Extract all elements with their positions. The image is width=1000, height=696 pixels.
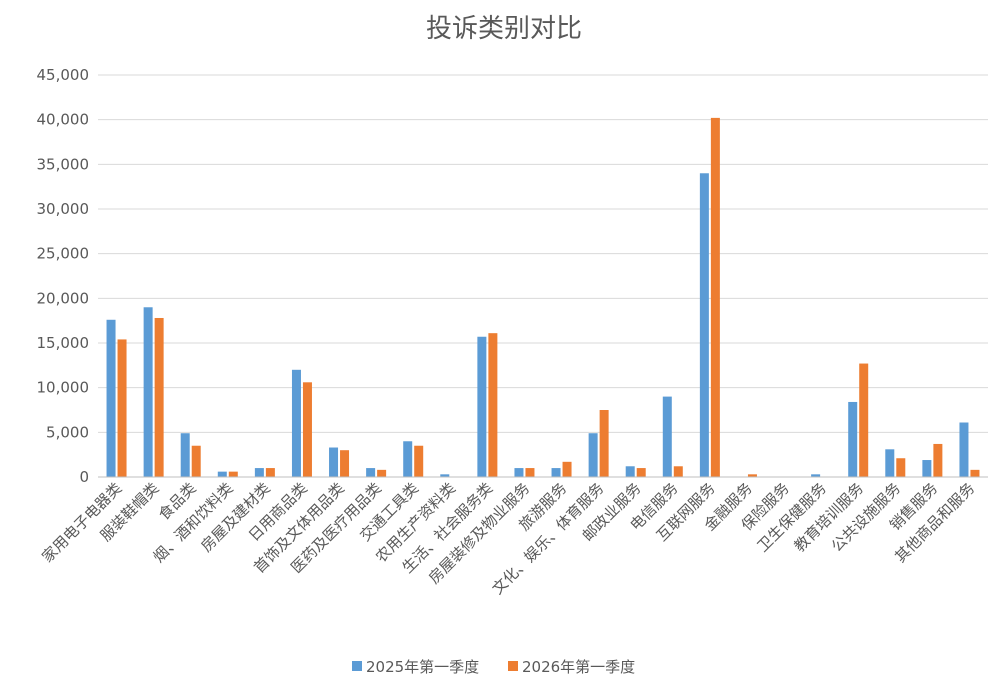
bar-series-1 xyxy=(329,447,339,477)
legend-label: 2025年第一季度 xyxy=(366,658,479,676)
bar-series-2 xyxy=(896,458,906,477)
bar-series-1 xyxy=(106,319,116,477)
bar-series-2 xyxy=(340,450,350,477)
bar-series-1 xyxy=(848,401,858,477)
bar-series-2 xyxy=(970,469,980,477)
bar-series-2 xyxy=(747,474,757,477)
bar-series-1 xyxy=(625,466,635,477)
legend: 2025年第一季度 2026年第一季度 xyxy=(352,658,635,676)
bar-series-2 xyxy=(673,466,683,477)
bar-series-1 xyxy=(440,474,450,477)
x-axis-ticks: 家用电子电器类服装鞋帽类食品类烟、酒和饮料类房屋及建材类日用商品类首饰及文体用品… xyxy=(38,479,978,598)
bar-series-2 xyxy=(265,468,275,477)
y-tick-label: 10,000 xyxy=(37,379,90,397)
legend-swatch xyxy=(352,661,362,671)
bar-series-2 xyxy=(562,461,572,477)
bar-series-2 xyxy=(228,471,238,477)
y-tick-label: 20,000 xyxy=(37,289,90,307)
y-tick-label: 30,000 xyxy=(37,200,90,218)
y-tick-label: 45,000 xyxy=(37,66,90,84)
y-tick-label: 40,000 xyxy=(37,111,90,129)
y-tick-label: 0 xyxy=(79,468,89,486)
bar-series-1 xyxy=(514,468,524,477)
bar-series-1 xyxy=(699,173,709,477)
legend-swatch xyxy=(508,661,518,671)
bar-series-2 xyxy=(488,333,498,477)
bar-series-2 xyxy=(859,363,869,477)
bar-series-2 xyxy=(117,339,127,477)
y-tick-label: 5,000 xyxy=(46,423,89,441)
bar-series-1 xyxy=(811,474,821,477)
bar-series-1 xyxy=(180,433,190,477)
bar-series-2 xyxy=(414,445,424,477)
bar-series-1 xyxy=(551,468,561,477)
bar-series-1 xyxy=(403,441,413,477)
bar-series-1 xyxy=(662,396,672,477)
y-axis-ticks: 0 5,000 10,000 15,000 20,000 25,000 30,000 35,0… xyxy=(37,66,90,486)
bar-series-2 xyxy=(377,469,387,477)
bar-series-1 xyxy=(366,468,376,477)
bar-series-2 xyxy=(636,468,646,477)
bar-series-2 xyxy=(191,445,201,477)
bar-series-1 xyxy=(143,307,153,477)
bars xyxy=(106,117,980,477)
bar-series-2 xyxy=(154,317,164,477)
legend-label: 2026年第一季度 xyxy=(522,658,635,676)
bar-series-1 xyxy=(588,433,598,477)
gridlines xyxy=(98,74,988,433)
bar-series-1 xyxy=(477,336,487,477)
y-tick-label: 35,000 xyxy=(37,155,90,173)
bar-series-1 xyxy=(922,460,932,477)
bar-series-2 xyxy=(302,382,312,477)
bar-series-2 xyxy=(710,117,720,477)
bar-series-2 xyxy=(933,443,943,477)
bar-series-2 xyxy=(525,468,535,477)
bar-series-1 xyxy=(885,449,895,477)
y-tick-label: 25,000 xyxy=(37,245,90,263)
bar-series-1 xyxy=(254,468,264,477)
bar-series-1 xyxy=(291,369,301,477)
bar-series-1 xyxy=(217,471,227,477)
bar-series-2 xyxy=(599,410,609,477)
chart-title: 投诉类别对比 xyxy=(426,14,582,44)
y-tick-label: 15,000 xyxy=(37,334,90,352)
bar-series-1 xyxy=(959,422,969,477)
